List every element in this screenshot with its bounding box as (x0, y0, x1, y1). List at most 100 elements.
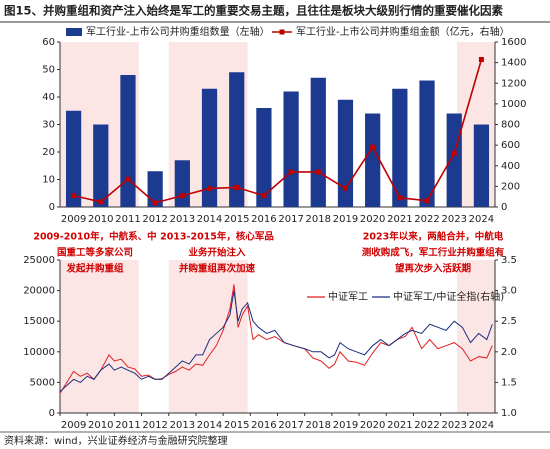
x-tick-label: 2011 (115, 214, 140, 225)
line-marker (370, 144, 376, 150)
x-tick-label: 2014 (197, 420, 222, 431)
y2-tick-label: 2.0 (501, 347, 517, 358)
line-marker (451, 150, 457, 156)
y2-tick-label: 1400 (501, 58, 526, 69)
y2-tick-label: 1000 (501, 99, 526, 110)
y2-tick-label: 3.5 (501, 255, 517, 266)
x-tick-label: 2020 (360, 214, 385, 225)
shaded-period (60, 260, 139, 413)
bar (229, 72, 245, 207)
x-tick-label: 2024 (469, 214, 494, 225)
y-tick-label: 20000 (23, 286, 55, 297)
y-tick-label: 50 (42, 65, 55, 76)
annotation: 2009-2010年，中航系、中 (33, 231, 156, 243)
line-marker (478, 57, 484, 63)
line-marker (424, 198, 430, 204)
annotation: 国重工等多家公司 (57, 247, 133, 259)
x-tick-label: 2011 (115, 420, 140, 431)
line-marker (288, 169, 294, 175)
x-tick-label: 2023 (441, 420, 466, 431)
x-tick-label: 2010 (88, 420, 113, 431)
x-tick-label: 2021 (387, 214, 412, 225)
legend-label: 中证军工/中证全指(右轴) (393, 290, 504, 303)
annotation: 测收购成飞，军工行业并购重组有 (362, 247, 505, 259)
annotation: 业务开始注入 (188, 247, 246, 259)
y2-tick-label: 800 (501, 120, 520, 131)
bar (310, 77, 326, 207)
bar (174, 160, 190, 207)
bar (120, 75, 136, 207)
legend-swatch (66, 28, 82, 36)
source: 资料来源：wind，兴业证券经济与金融研究院整理 (4, 434, 228, 447)
y-tick-label: 30 (42, 120, 55, 131)
y-tick-label: 40 (42, 92, 55, 103)
x-tick-label: 2022 (414, 214, 439, 225)
bar (65, 110, 82, 207)
x-tick-label: 2018 (306, 214, 331, 225)
y2-tick-label: 0 (501, 202, 507, 213)
bar (147, 171, 163, 207)
x-tick-label: 2010 (88, 214, 113, 225)
annotation: 并购重组再次加速 (179, 263, 256, 275)
line-marker (125, 176, 131, 182)
bar (392, 88, 408, 207)
x-tick-label: 2018 (306, 420, 331, 431)
title: 图15、并购重组和资产注入始终是军工的重要交易主题，且往往是板块大级别行情的重要… (4, 4, 503, 18)
y-tick-label: 60 (42, 37, 55, 48)
annotation: 2023年以来，两船合并，中航电 (363, 231, 504, 243)
x-tick-label: 2017 (278, 214, 303, 225)
annotation: 2013-2015年，核心军品 (160, 231, 274, 243)
y2-tick-label: 3.0 (501, 286, 517, 297)
y2-tick-label: 1200 (501, 78, 526, 89)
x-tick-label: 2013 (170, 420, 195, 431)
line-marker (207, 185, 213, 191)
bar (201, 88, 218, 207)
bar (283, 91, 299, 207)
x-tick-label: 2012 (142, 214, 167, 225)
y2-tick-label: 1.0 (501, 408, 517, 419)
x-tick-label: 2020 (360, 420, 385, 431)
x-tick-label: 2016 (251, 420, 276, 431)
line-marker (315, 169, 321, 175)
line-marker (342, 185, 348, 191)
y-tick-label: 25000 (23, 255, 55, 266)
bar (446, 113, 462, 207)
y2-tick-label: 1600 (501, 37, 526, 48)
y-tick-label: 5000 (30, 377, 55, 388)
x-tick-label: 2016 (251, 214, 276, 225)
bar (93, 124, 109, 207)
line-marker (152, 200, 158, 206)
y2-tick-label: 1.5 (501, 377, 517, 388)
legend-marker (279, 29, 285, 35)
line-marker (179, 193, 185, 199)
line-marker (71, 193, 77, 199)
annotation: 发起并购重组 (65, 263, 124, 275)
bar (256, 108, 272, 207)
bar (419, 80, 435, 207)
y-tick-label: 20 (42, 147, 55, 158)
x-tick-label: 2024 (469, 420, 494, 431)
y-tick-label: 0 (49, 408, 55, 419)
x-tick-label: 2014 (197, 214, 222, 225)
x-tick-label: 2019 (333, 420, 358, 431)
y-tick-label: 10 (42, 175, 55, 186)
annotation: 望再次步入活跃期 (395, 263, 471, 275)
x-tick-label: 2015 (224, 214, 249, 225)
legend-label: 军工行业-上市公司并购重组数量（左轴） (86, 25, 270, 38)
bar (337, 99, 354, 207)
series-line (59, 284, 493, 394)
x-tick-label: 2009 (61, 420, 86, 431)
x-tick-label: 2019 (333, 214, 358, 225)
y2-tick-label: 200 (501, 181, 520, 192)
y-tick-label: 10000 (23, 347, 55, 358)
x-tick-label: 2013 (170, 214, 195, 225)
series-line (59, 290, 493, 392)
y2-tick-label: 600 (501, 140, 520, 151)
x-tick-label: 2012 (142, 420, 167, 431)
line-marker (98, 199, 104, 205)
x-tick-label: 2015 (224, 420, 249, 431)
x-tick-label: 2022 (414, 420, 439, 431)
legend-label: 军工行业-上市公司并购重组金额（亿元，右轴） (296, 25, 510, 38)
x-tick-label: 2023 (441, 214, 466, 225)
